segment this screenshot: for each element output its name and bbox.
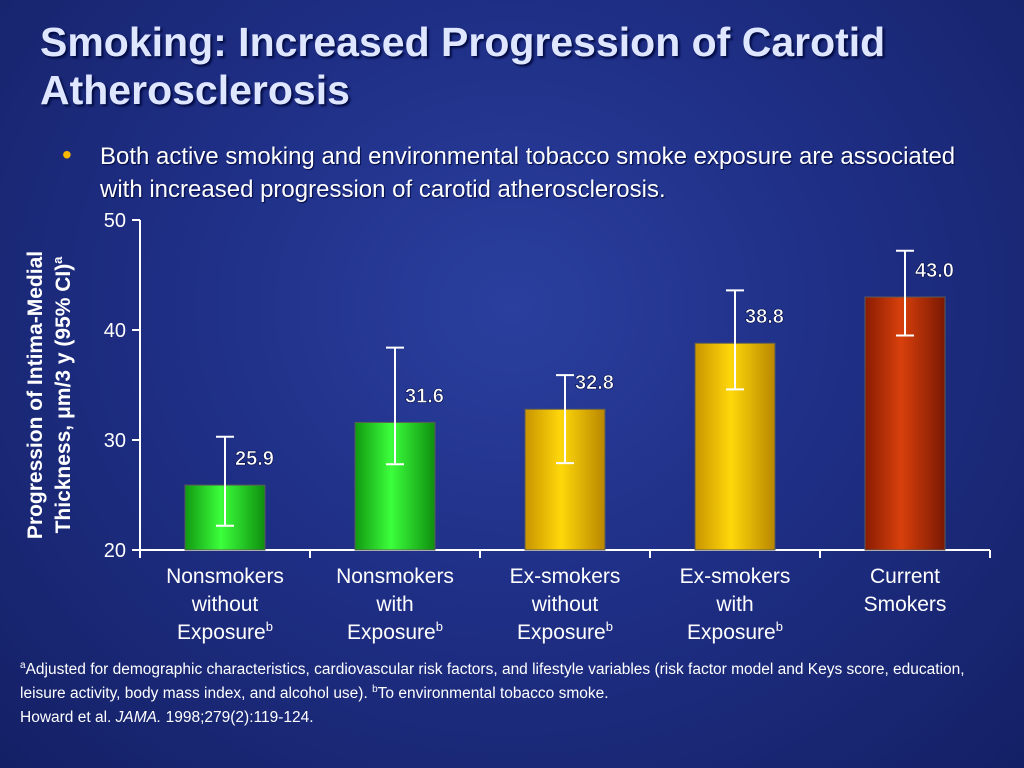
y-axis-title-line1: Progression of Intima-Medial (24, 251, 47, 539)
x-tick-label: Smokers (864, 593, 947, 616)
x-tick-label: Exposureb (687, 619, 783, 644)
footnote: aAdjusted for demographic characteristic… (20, 658, 1010, 730)
x-tick-label: Ex-smokers (680, 565, 791, 588)
x-tick-label: Current (870, 565, 940, 588)
x-tick-label: without (191, 593, 259, 616)
data-label: 43.0 (915, 260, 954, 282)
y-tick-label: 30 (104, 430, 126, 452)
x-tick-label: Exposureb (347, 619, 443, 644)
x-tick-label: with (375, 593, 413, 616)
x-tick-label: Nonsmokers (336, 565, 454, 588)
bullet-text: Both active smoking and environmental to… (100, 143, 956, 203)
data-label: 25.9 (235, 448, 274, 470)
data-label: 31.6 (405, 385, 444, 407)
reference-details: 1998;279(2):119-124. (161, 709, 314, 726)
y-tick-label: 20 (104, 540, 126, 562)
x-tick-label: Ex-smokers (510, 565, 621, 588)
y-axis-title-sup: a (50, 256, 65, 264)
reference: Howard et al. JAMA. 1998;279(2):119-124. (20, 706, 1010, 730)
bullet-dot-icon: • (62, 139, 72, 170)
data-label: 38.8 (745, 306, 784, 328)
x-tick-label: Exposureb (517, 619, 613, 644)
x-tick-label: with (715, 593, 753, 616)
x-tick-label-sup: b (606, 619, 613, 634)
footnote-a-text: Adjusted for demographic characteristics… (20, 661, 965, 702)
x-tick-label-sup: b (266, 619, 273, 634)
x-tick-label-sup: b (436, 619, 443, 634)
x-tick-label: Exposureb (177, 619, 273, 644)
y-axis-title: Progression of Intima-Medial Thickness, μ… (24, 251, 75, 539)
reference-authors: Howard et al. (20, 709, 116, 726)
reference-journal: JAMA. (115, 709, 162, 726)
x-tick-label: without (531, 593, 599, 616)
footnote-marker-a: a (20, 660, 26, 671)
y-axis-title-line2: Thickness, μm/3 y (95% CI)a (50, 256, 75, 534)
x-tick-label-sup: b (776, 619, 783, 634)
x-tick-label: Nonsmokers (166, 565, 284, 588)
slide-title: Smoking: Increased Progression of Caroti… (40, 19, 886, 113)
y-tick-label: 40 (104, 320, 126, 342)
footnote-b-text: To environmental tobacco smoke. (377, 685, 609, 702)
bar-chart: Progression of Intima-Medial Thickness, μ… (24, 210, 991, 644)
bar (864, 296, 946, 551)
y-tick-label: 50 (104, 210, 126, 232)
data-label: 32.8 (575, 372, 614, 394)
footnote-marker-b: b (372, 684, 378, 695)
